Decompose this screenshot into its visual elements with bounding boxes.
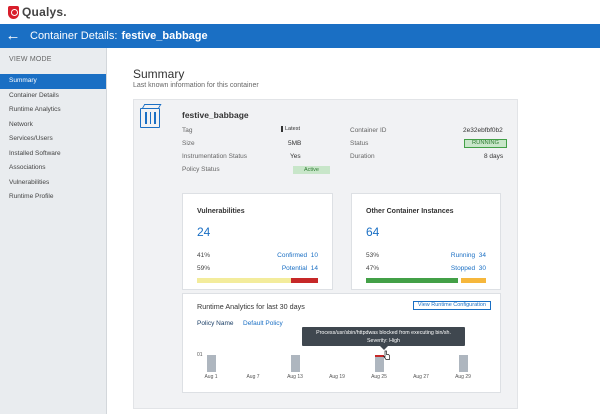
sidebar-item-vulnerabilities[interactable]: Vulnerabilities [9, 178, 50, 186]
sidebar-item-runtime-analytics[interactable]: Runtime Analytics [9, 106, 61, 113]
page-header: ← Container Details: festive_babbage [0, 24, 600, 48]
stopped-label[interactable]: Stopped [450, 265, 476, 272]
y-axis-label: 01 [197, 352, 203, 358]
event-bar-highlighted[interactable] [374, 355, 384, 372]
runtime-analytics-title: Runtime Analytics for last 30 days [197, 302, 305, 311]
x-tick-label: Aug 7 [246, 374, 260, 380]
instances-total[interactable]: 64 [366, 225, 380, 239]
x-tick-label: Aug 13 [287, 374, 303, 380]
instances-title: Other Container Instances [366, 208, 454, 215]
x-tick-label: Aug 19 [329, 374, 345, 380]
x-tick-label: Aug 27 [413, 374, 429, 380]
policy-name-label: Policy Name [197, 320, 234, 327]
event-bar[interactable] [206, 355, 216, 372]
running-label[interactable]: Running [450, 252, 476, 259]
tag-label: Tag [182, 127, 193, 134]
running-count[interactable]: 34 [478, 252, 486, 259]
running-row: 53% Running 34 [366, 252, 486, 259]
potential-row: 59% Potential 14 [197, 265, 318, 272]
sidebar-item-summary[interactable]: Summary [0, 74, 106, 89]
sidebar-item-associations[interactable]: Associations [9, 164, 46, 171]
confirmed-bar-segment [197, 278, 292, 283]
size-label: Size [182, 140, 195, 147]
instrumentation-status-label: Instrumentation Status [182, 153, 248, 160]
runtime-events-chart: 01 Aug 1 Aug 7 Aug 13 Aug 19 Aug 25 Aug 27 Aug… [197, 346, 487, 380]
confirmed-count[interactable]: 10 [310, 252, 318, 259]
stopped-bar-segment [460, 278, 486, 283]
x-tick-label: Aug 29 [455, 374, 471, 380]
page-title: Summary [133, 67, 185, 81]
size-value: 5MB [288, 140, 302, 147]
x-tick-label: Aug 25 [371, 374, 387, 380]
running-bar-segment [366, 278, 459, 283]
tag-value: Latest [281, 126, 300, 132]
vulnerabilities-title: Vulnerabilities [197, 208, 245, 215]
vulnerabilities-total[interactable]: 24 [197, 225, 211, 239]
view-mode-label: VIEW MODE [9, 56, 52, 63]
header-title-prefix: Container Details: [30, 30, 118, 42]
confirmed-label[interactable]: Confirmed [277, 252, 308, 259]
sidebar-item-network[interactable]: Network [9, 120, 33, 128]
confirmed-row: 41% Confirmed 10 [197, 252, 318, 259]
duration-value: 8 days [484, 153, 504, 160]
running-percent: 53% [366, 252, 380, 259]
status-label: Status [350, 140, 369, 147]
mouse-pointer-icon [383, 350, 390, 360]
policy-name-value[interactable]: Default Policy [243, 320, 283, 327]
container-name: festive_babbage [182, 110, 249, 120]
container-instances-card: Other Container Instances 64 53% Running… [351, 193, 501, 290]
bar-gap [458, 278, 461, 283]
potential-label[interactable]: Potential [281, 265, 308, 272]
policy-status-badge: Active [293, 166, 330, 174]
view-runtime-config-button[interactable]: View Runtime Configuration [412, 301, 491, 310]
container-id-label: Container ID [350, 127, 387, 134]
qualys-shield-icon [8, 5, 19, 19]
potential-percent: 59% [197, 265, 211, 272]
vulnerabilities-bar [197, 278, 318, 283]
arrow-left-icon[interactable]: ← [5, 27, 21, 44]
duration-label: Duration [350, 153, 375, 160]
stopped-count[interactable]: 30 [478, 265, 486, 272]
qualys-logo[interactable]: Qualys. [8, 5, 67, 19]
event-tooltip: Process/usr/sbin/httpdwas blocked from e… [302, 327, 465, 350]
sidebar: VIEW MODE Summary Container Details Runt… [0, 48, 107, 414]
x-tick-label: Aug 1 [204, 374, 218, 380]
vulnerabilities-card: Vulnerabilities 24 41% Confirmed 10 59% … [182, 193, 333, 290]
event-bar[interactable] [458, 355, 468, 372]
top-bar: Qualys. [0, 0, 600, 24]
confirmed-percent: 41% [197, 252, 211, 259]
policy-status-label: Policy Status [182, 166, 220, 173]
tooltip-severity: Severity: High [367, 338, 400, 344]
stopped-row: 47% Stopped 30 [366, 265, 486, 272]
container-icon [140, 108, 160, 128]
runtime-analytics-card: Runtime Analytics for last 30 days View … [182, 293, 501, 393]
page-subtitle: Last known information for this containe… [133, 82, 259, 89]
instances-bar [366, 278, 486, 283]
potential-bar-segment [291, 278, 318, 283]
header-container-name: festive_babbage [121, 30, 208, 42]
stopped-percent: 47% [366, 265, 380, 272]
event-bar[interactable] [290, 355, 300, 372]
potential-count[interactable]: 14 [310, 265, 318, 272]
sidebar-item-runtime-profile[interactable]: Runtime Profile [9, 193, 54, 200]
instrumentation-status-value: Yes [290, 153, 301, 160]
sidebar-item-services-users[interactable]: Services/Users [9, 135, 53, 142]
container-id-value: 2e32ebfbf0b2 [463, 127, 503, 134]
summary-panel: festive_babbage Tag Latest Size 5MB Inst… [133, 99, 518, 409]
sidebar-item-container-details[interactable]: Container Details [9, 91, 59, 99]
sidebar-item-installed-software[interactable]: Installed Software [9, 149, 61, 157]
main-content: Summary Last known information for this … [107, 48, 600, 414]
tooltip-message: Process/usr/sbin/httpdwas blocked from e… [316, 330, 451, 336]
status-badge: RUNNING [464, 139, 507, 148]
logo-text: Qualys. [22, 5, 67, 19]
